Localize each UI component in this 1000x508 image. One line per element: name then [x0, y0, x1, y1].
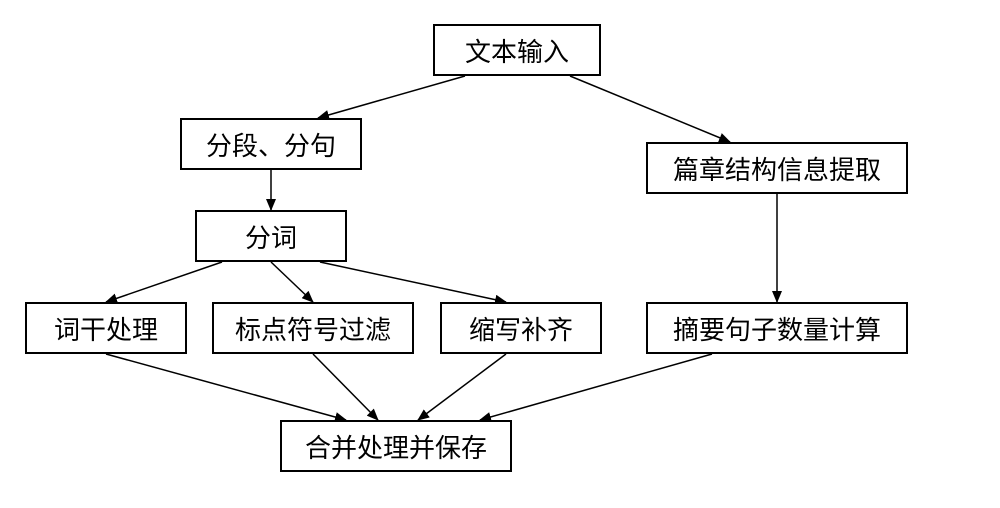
flowchart-node-text_input: 文本输入: [433, 24, 601, 76]
flowchart-node-label: 分段、分句: [206, 126, 336, 163]
flowchart-node-abbr: 缩写补齐: [440, 302, 602, 354]
flowchart-node-label: 标点符号过滤: [235, 310, 391, 347]
flowchart-edge: [320, 262, 506, 302]
flowchart-node-merge: 合并处理并保存: [280, 420, 512, 472]
flowchart-node-tokenize: 分词: [195, 210, 347, 262]
flowchart-node-label: 摘要句子数量计算: [673, 310, 881, 347]
flowchart-edge: [570, 76, 730, 142]
flowchart-node-sent_count: 摘要句子数量计算: [646, 302, 908, 354]
flowchart-node-label: 篇章结构信息提取: [673, 150, 881, 187]
flowchart-node-segment: 分段、分句: [180, 118, 362, 170]
flowchart-node-label: 分词: [245, 218, 297, 255]
flowchart-edge: [106, 354, 346, 420]
flowchart-node-label: 词干处理: [54, 310, 158, 347]
flowchart-node-label: 合并处理并保存: [305, 428, 487, 465]
flowchart-node-punct: 标点符号过滤: [212, 302, 414, 354]
flowchart-edge: [313, 354, 378, 420]
flowchart-node-stem: 词干处理: [25, 302, 187, 354]
flowchart-edge: [271, 262, 313, 302]
flowchart-node-label: 文本输入: [465, 32, 569, 69]
flowchart-edge: [418, 354, 506, 420]
flowchart-edge: [318, 76, 465, 118]
flowchart-edge: [480, 354, 712, 420]
flowchart-node-structure: 篇章结构信息提取: [646, 142, 908, 194]
flowchart-edge: [106, 262, 222, 302]
flowchart-node-label: 缩写补齐: [469, 310, 573, 347]
